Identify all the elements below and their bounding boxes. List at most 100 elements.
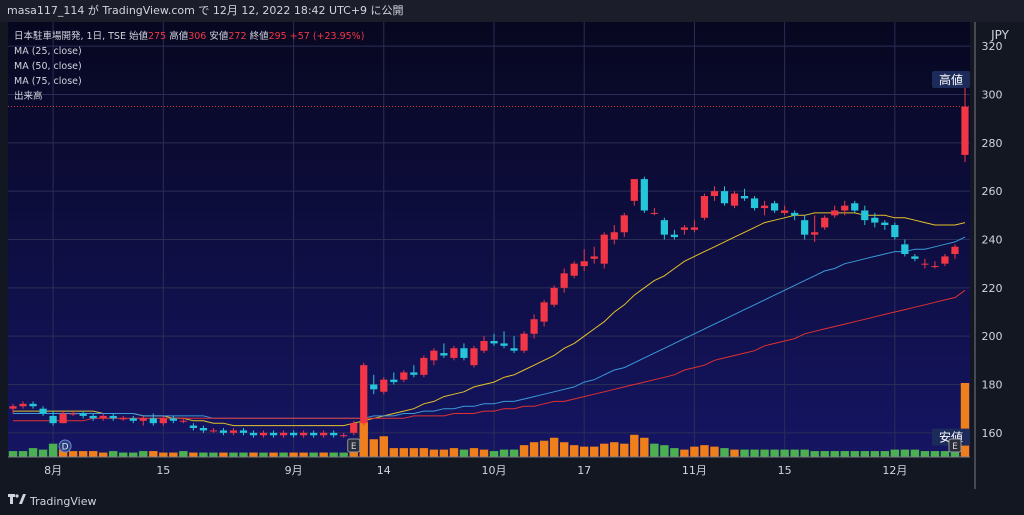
volume-bar [149,451,158,457]
candle-body [620,215,628,233]
candle-body [9,406,17,409]
candle-body [821,217,829,228]
candle-body [440,353,448,356]
legend-ma75[interactable]: MA (75, close) [14,76,82,87]
volume-bar [309,452,318,457]
volume-bar [469,448,479,457]
footer: TradingView [0,489,1024,515]
candle-body [129,418,137,421]
footer-brand[interactable]: TradingView [30,495,97,508]
candle-body [770,203,779,211]
candle-body [590,256,598,259]
volume-bar [449,448,459,457]
volume-bar [539,440,549,457]
x-tick-label: 15 [156,464,170,477]
volume-bar [329,452,338,457]
volume-bar [219,452,228,457]
x-tick-label: 9月 [285,464,303,477]
candle-body [209,430,218,432]
candle-body [480,341,488,351]
volume-bar [920,451,930,457]
dividend-icon [58,439,72,453]
volume-bar [239,452,248,457]
candle-body [199,428,208,431]
volume-bar [18,451,28,457]
candle-body [189,425,197,428]
high-label: 高値 [169,31,189,42]
legend-volume[interactable]: 出来高 [14,91,43,102]
candle-body [19,403,27,407]
currency-label: JPY [990,28,1010,42]
candle-body [430,350,438,361]
volume-bar [279,452,288,457]
volume-bar [579,446,589,457]
candle-body [490,341,498,344]
volume-bar [800,449,809,457]
volume-bar [169,452,178,457]
volume-bar [489,451,499,457]
candle-body [640,179,648,211]
legend-ma25[interactable]: MA (25, close) [14,46,82,57]
candle-body [400,372,408,380]
candle-body [500,343,508,346]
earnings-icon [948,438,962,453]
volume-bar [640,437,649,457]
x-tick-label: 12月 [882,464,907,477]
candle-body [871,217,879,223]
candle-body [760,205,769,209]
earnings-label: E [351,442,357,452]
ma-50-line [13,236,966,419]
volume-bar [479,449,489,457]
candle-body [49,415,57,424]
volume-bar [950,451,960,457]
candle-body [29,403,37,407]
candle-body [39,408,47,414]
legend-ma50[interactable]: MA (50, close) [14,61,82,72]
candle-body [670,234,678,238]
candle-body [600,234,608,264]
candle-body [961,106,969,155]
volume-bar [399,448,409,457]
candle-body [139,418,147,421]
candle-body [811,232,819,235]
candle-body [730,193,739,206]
volume-bar [139,451,148,457]
candle-body [901,244,909,254]
volume-bar [740,449,749,457]
time-axis-background [0,457,1024,489]
symbol-label[interactable]: 日本駐車場開発, 1日, TSE [14,31,126,42]
tradingview-logo-icon[interactable] [8,489,26,515]
candle-body [239,430,248,433]
volume-bar [610,442,619,457]
candle-body [891,225,899,238]
candle-body [921,263,929,265]
open-value: 275 [148,31,167,42]
volume-bar [600,443,609,457]
candle-body [851,203,859,211]
candle-body [249,432,258,436]
volume-bar [439,449,449,457]
volume-bar [499,449,509,457]
volume-bar [700,445,709,457]
candle-body [951,246,959,254]
volume-bar [549,437,559,457]
candle-body [690,227,699,230]
candle-body [831,210,839,216]
candle-body [350,423,358,433]
volume-bar [129,452,138,457]
candle-body [370,384,378,390]
volume-bar [189,452,198,457]
candle-body [390,379,398,383]
volume-bar [319,452,328,457]
volume-bar [78,451,88,457]
y-tick-label: 240 [982,234,1003,247]
volume-bar [650,443,659,457]
candle-body [470,348,478,366]
candle-body [219,430,228,433]
volume-bar [910,449,920,457]
candle-body [269,432,278,436]
candle-body [410,372,418,375]
volume-bar [509,449,519,457]
